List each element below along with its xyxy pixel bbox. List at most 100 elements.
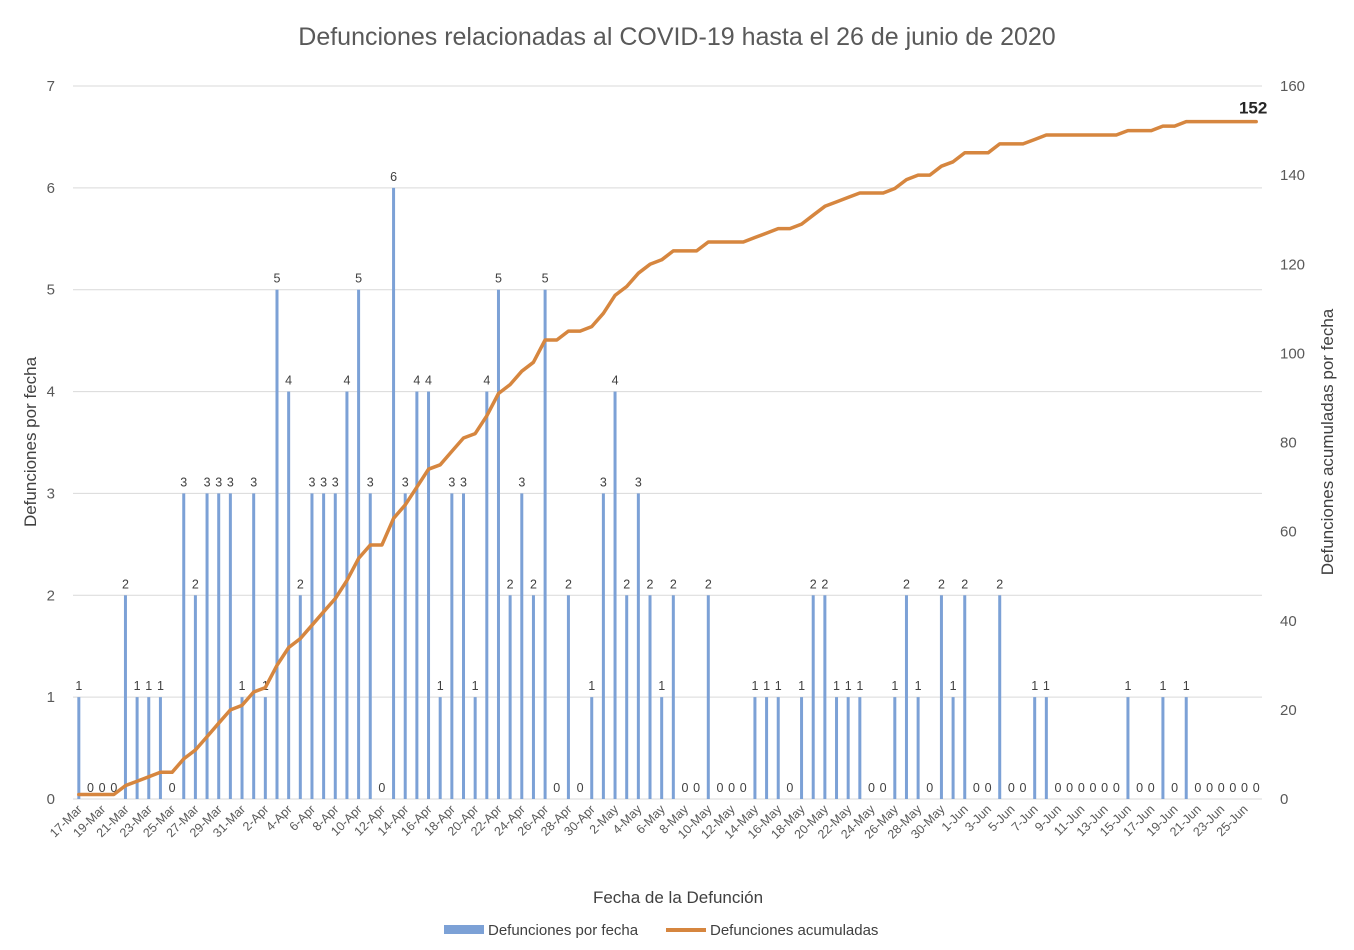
bar [123, 595, 127, 799]
bar [765, 697, 769, 799]
bar [531, 595, 535, 799]
bar [228, 493, 232, 799]
bars [77, 187, 1188, 799]
bar-data-label: 1 [775, 679, 782, 693]
bar [368, 493, 372, 799]
legend: Defunciones por fecha Defunciones acumul… [444, 922, 878, 939]
bar [963, 595, 967, 799]
bar-data-label: 3 [600, 475, 607, 489]
bar-data-label: 0 [786, 781, 793, 795]
legend-label-line: Defunciones acumuladas [710, 922, 878, 939]
bar-data-label: 1 [134, 679, 141, 693]
bar-data-label: 2 [530, 577, 537, 591]
bar [1033, 697, 1037, 799]
bar-data-label: 1 [75, 679, 82, 693]
bar [462, 493, 466, 799]
bar-data-label: 1 [845, 679, 852, 693]
left-tick-label: 5 [47, 282, 55, 299]
bar-data-label: 0 [1194, 781, 1201, 795]
bar [485, 391, 489, 799]
bar-data-label: 6 [390, 170, 397, 184]
bar-data-label: 0 [973, 781, 980, 795]
bar [590, 697, 594, 799]
bar [205, 493, 209, 799]
chart-title: Defunciones relacionadas al COVID-19 has… [298, 23, 1055, 51]
bar-data-label: 1 [472, 679, 479, 693]
bar-data-label: 3 [180, 475, 187, 489]
bar-data-label: 1 [437, 679, 444, 693]
bar [660, 697, 664, 799]
bar [298, 595, 302, 799]
bar-data-label: 3 [308, 475, 315, 489]
bar [217, 493, 221, 799]
bar [753, 697, 757, 799]
bar [77, 697, 81, 799]
bar [566, 595, 570, 799]
x-tick-label: 4-Apr [263, 802, 295, 834]
bar-data-label: 0 [740, 781, 747, 795]
bar [835, 697, 839, 799]
y-axis-title-left: Defunciones por fecha [21, 356, 40, 527]
left-tick-label: 2 [47, 587, 55, 604]
bar [240, 697, 244, 799]
bar-data-label: 3 [635, 475, 642, 489]
bar-data-label: 3 [250, 475, 257, 489]
bar-data-label: 5 [355, 272, 362, 286]
bar [450, 493, 454, 799]
bar [158, 697, 162, 799]
bar-data-label: 4 [413, 374, 420, 388]
bar-data-label: 0 [1136, 781, 1143, 795]
bar-data-label: 1 [1124, 679, 1131, 693]
bar-data-label: 3 [204, 475, 211, 489]
bar-data-label: 3 [227, 475, 234, 489]
bar-data-label: 0 [868, 781, 875, 795]
bar-data-label: 3 [460, 475, 467, 489]
bar [508, 595, 512, 799]
bar [998, 595, 1002, 799]
bar [823, 595, 827, 799]
bar-data-label: 5 [274, 272, 281, 286]
bar [1184, 697, 1188, 799]
bar-data-label: 1 [157, 679, 164, 693]
bar-data-label: 2 [810, 577, 817, 591]
bar-data-label: 0 [682, 781, 689, 795]
bar [345, 391, 349, 799]
bar-data-label: 2 [647, 577, 654, 591]
right-tick-label: 120 [1280, 256, 1305, 273]
right-tick-label: 140 [1280, 167, 1305, 184]
bar-data-label: 2 [565, 577, 572, 591]
bar [858, 697, 862, 799]
bar-data-label: 4 [425, 374, 432, 388]
left-tick-label: 7 [47, 78, 55, 95]
bar-data-label: 1 [915, 679, 922, 693]
bar-data-label: 0 [728, 781, 735, 795]
bar-data-label: 0 [1229, 781, 1236, 795]
bar-data-label: 1 [950, 679, 957, 693]
bar-data-label: 1 [891, 679, 898, 693]
legend-label-bars: Defunciones por fecha [488, 922, 639, 939]
bar [473, 697, 477, 799]
bar-data-label: 0 [1089, 781, 1096, 795]
bar-data-label: 4 [483, 374, 490, 388]
bar-data-label: 0 [716, 781, 723, 795]
bar-data-label: 0 [1066, 781, 1073, 795]
bar-data-label: 2 [705, 577, 712, 591]
bar-data-label: 2 [122, 577, 129, 591]
legend-swatch-bars [444, 925, 484, 934]
bar-data-label: 3 [215, 475, 222, 489]
bar-data-label: 1 [763, 679, 770, 693]
bar-data-label: 0 [110, 781, 117, 795]
right-tick-label: 20 [1280, 702, 1297, 719]
bar-data-label: 0 [1101, 781, 1108, 795]
bar [613, 391, 617, 799]
right-tick-label: 0 [1280, 791, 1288, 808]
bar [392, 187, 396, 799]
bar-data-label: 0 [378, 781, 385, 795]
bar [287, 391, 291, 799]
bar [135, 697, 139, 799]
left-tick-label: 3 [47, 485, 55, 502]
bar-data-label: 3 [448, 475, 455, 489]
left-tick-label: 4 [47, 384, 55, 401]
